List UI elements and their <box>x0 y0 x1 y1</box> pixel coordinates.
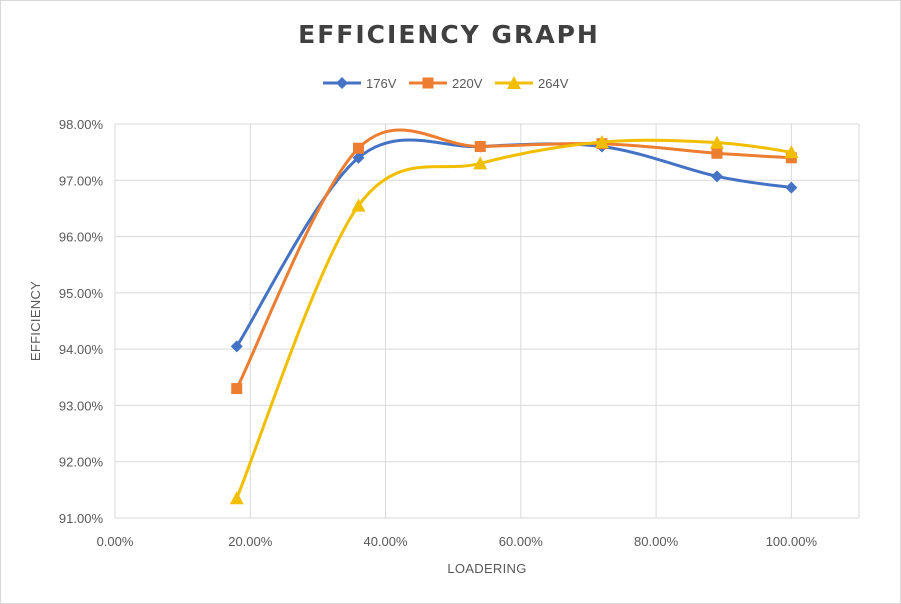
data-point-220v <box>711 147 723 159</box>
legend-marker-176v <box>336 77 348 89</box>
legend-item-220v: 220V <box>409 76 483 91</box>
legend-item-176v: 176V <box>323 76 397 91</box>
legend-label-264v: 264V <box>538 76 569 91</box>
data-point-264v <box>594 135 609 149</box>
y-axis-ticks: 91.00% 92.00% 93.00% 94.00% 95.00% 96.00% 97.0… <box>59 117 104 526</box>
chart-title: EFFICIENCY GRAPH <box>298 20 600 49</box>
x-tick-label: 80.00% <box>634 534 679 549</box>
y-tick-label: 92.00% <box>59 455 104 470</box>
data-point-220v <box>474 141 486 153</box>
data-point-176v <box>710 170 723 183</box>
legend-marker-264v <box>507 76 521 89</box>
data-point-176v <box>352 151 365 164</box>
x-tick-label: 40.00% <box>363 534 408 549</box>
data-point-264v <box>784 145 799 159</box>
legend-label-220v: 220V <box>452 76 483 91</box>
data-point-220v <box>352 142 364 154</box>
legend-marker-220v <box>422 77 434 89</box>
data-point-176v <box>785 181 798 194</box>
data-point-176v <box>230 340 243 353</box>
x-tick-label: 100.00% <box>766 534 818 549</box>
data-point-264v <box>473 156 488 170</box>
legend: 176V 220V 264V <box>323 76 569 91</box>
y-tick-label: 91.00% <box>59 511 104 526</box>
x-tick-label: 0.00% <box>97 534 134 549</box>
y-tick-label: 98.00% <box>59 117 104 132</box>
y-tick-label: 95.00% <box>59 286 104 301</box>
x-tick-label: 60.00% <box>499 534 544 549</box>
y-axis-title: EFFICIENCY <box>28 281 43 361</box>
series-layer <box>229 128 799 505</box>
y-tick-label: 93.00% <box>59 398 104 413</box>
y-tick-label: 94.00% <box>59 342 104 357</box>
data-point-264v <box>709 135 724 149</box>
x-axis-title: LOADERING <box>447 561 526 576</box>
x-axis-ticks: 0.00% 20.00% 40.00% 60.00% 80.00% 100.00% <box>97 534 818 549</box>
legend-label-176v: 176V <box>366 76 397 91</box>
legend-item-264v: 264V <box>495 76 569 91</box>
gridlines <box>114 123 860 519</box>
y-tick-label: 97.00% <box>59 173 104 188</box>
y-tick-label: 96.00% <box>59 230 104 245</box>
data-point-264v <box>351 198 366 212</box>
x-tick-label: 20.00% <box>228 534 273 549</box>
data-point-264v <box>229 491 244 505</box>
data-point-220v <box>231 383 243 395</box>
series-264v <box>229 135 799 505</box>
